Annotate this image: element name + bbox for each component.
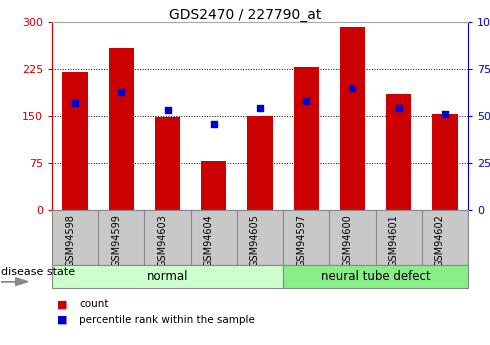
Text: GSM94600: GSM94600 [343,214,352,267]
Text: GSM94604: GSM94604 [204,214,214,267]
Bar [52,265,283,288]
Bar [201,161,226,210]
Point [210,121,218,126]
Text: GSM94599: GSM94599 [111,214,122,267]
Bar [62,72,88,210]
Point [164,108,171,113]
Text: GSM94605: GSM94605 [250,214,260,267]
Text: GSM94601: GSM94601 [389,214,399,267]
Bar [247,116,273,210]
Text: GSM94602: GSM94602 [435,214,445,267]
Text: neural tube defect: neural tube defect [321,270,430,283]
Text: GDS2470 / 227790_at: GDS2470 / 227790_at [169,8,321,22]
Bar [109,48,134,210]
Text: GSM94598: GSM94598 [65,214,75,267]
Point [348,85,356,90]
Text: count: count [79,299,108,309]
Point [302,98,310,104]
Point [118,89,125,94]
Bar [155,117,180,210]
Bar [386,94,412,210]
Point [441,111,449,117]
Point [395,106,403,111]
Text: disease state: disease state [1,267,75,277]
Text: normal: normal [147,270,188,283]
Text: ■: ■ [57,299,68,309]
Text: GSM94597: GSM94597 [296,214,306,267]
Bar [294,67,319,210]
Bar [340,27,365,210]
Bar [283,265,468,288]
Point [71,100,79,106]
Bar [432,114,458,210]
Text: GSM94603: GSM94603 [158,214,168,267]
Text: percentile rank within the sample: percentile rank within the sample [79,315,255,325]
Point [256,106,264,111]
Text: ■: ■ [57,315,68,325]
